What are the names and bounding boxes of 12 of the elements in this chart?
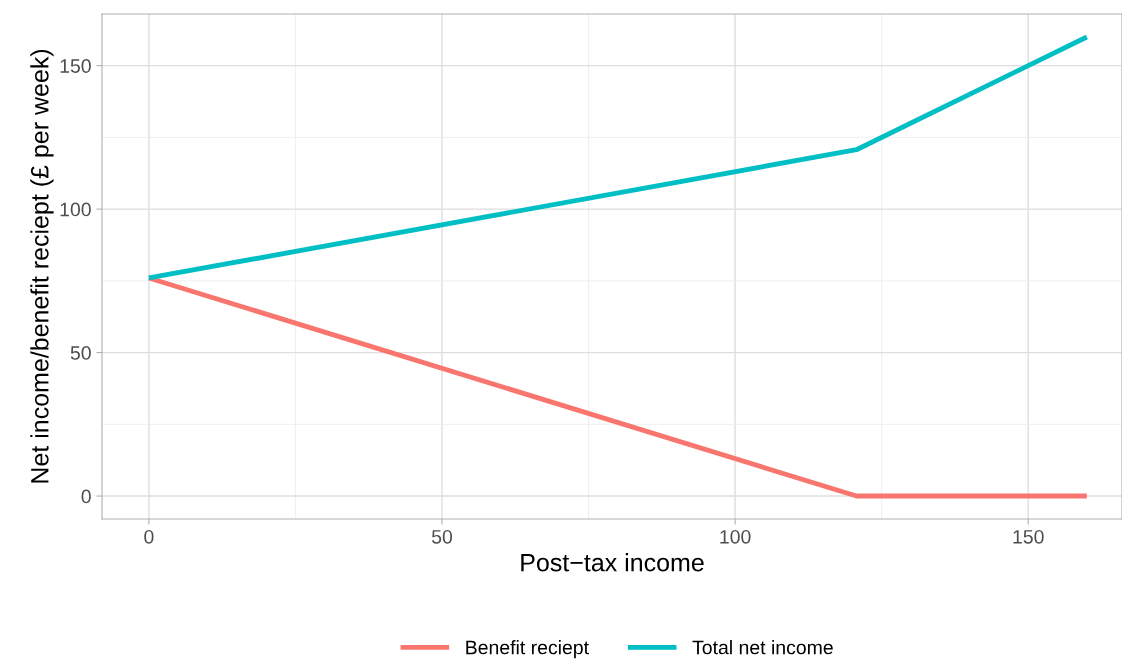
x-tick-label: 50 <box>431 529 453 544</box>
y-axis-title: Net income/benefit reciept (£ per week) <box>30 49 54 483</box>
x-tick-label: 150 <box>1013 529 1044 544</box>
y-tick-label: 0 <box>81 489 91 504</box>
legend-label: Total net income <box>692 640 833 655</box>
y-tick-label: 150 <box>60 59 91 73</box>
x-axis-title: Post−tax income <box>521 553 704 572</box>
x-tick-label: 0 <box>144 529 154 544</box>
x-tick-label: 100 <box>720 529 751 544</box>
legend-label: Benefit reciept <box>466 640 589 659</box>
y-tick-label: 50 <box>70 346 91 360</box>
y-tick-label: 100 <box>60 202 91 217</box>
